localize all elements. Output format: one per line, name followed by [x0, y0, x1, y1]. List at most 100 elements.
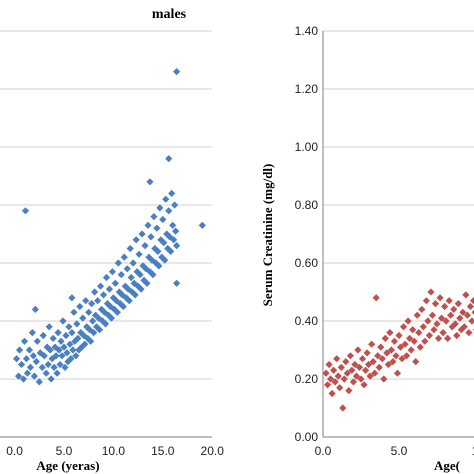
data-point: [460, 323, 468, 331]
data-point: [456, 314, 464, 322]
data-point: [63, 349, 71, 357]
data-point: [72, 352, 80, 360]
data-point: [340, 375, 348, 383]
data-point: [342, 358, 350, 366]
data-point: [95, 326, 104, 334]
data-point: [70, 308, 78, 316]
data-point: [42, 369, 50, 377]
data-point: [126, 244, 134, 253]
data-point: [101, 320, 110, 328]
data-point: [406, 334, 414, 342]
data-point: [463, 311, 471, 319]
data-point: [17, 360, 26, 369]
data-point: [396, 343, 405, 351]
data-point: [31, 305, 39, 313]
data-point: [138, 230, 146, 238]
data-point: [433, 320, 441, 328]
data-point: [100, 308, 109, 316]
data-point: [88, 300, 96, 308]
data-point: [393, 369, 402, 377]
data-point: [131, 291, 139, 299]
data-point: [29, 352, 37, 360]
data-point: [57, 337, 65, 345]
data-point: [378, 355, 386, 363]
data-point: [105, 285, 114, 293]
data-point: [148, 256, 156, 264]
data-point: [69, 346, 77, 354]
data-point: [410, 337, 418, 345]
data-point: [66, 340, 74, 348]
data-point: [19, 375, 28, 383]
data-point: [97, 305, 106, 313]
data-point: [124, 285, 132, 293]
left-x-axis-label: Age (yeras): [36, 458, 99, 473]
data-point: [418, 305, 426, 313]
data-point: [142, 265, 150, 273]
data-point: [325, 360, 333, 369]
data-point: [81, 340, 89, 348]
data-point: [403, 352, 411, 360]
data-point: [444, 334, 452, 342]
right-y-tick-labels: 0.00 0.20 0.40 0.60 0.80 1.00 1.20 1.40: [295, 24, 319, 444]
data-point: [150, 213, 158, 221]
data-point: [28, 329, 36, 337]
data-point: [119, 302, 127, 311]
data-point: [103, 300, 112, 308]
data-point: [424, 317, 432, 325]
data-point: [453, 331, 461, 340]
data-point: [363, 349, 371, 357]
x-tick-label: 0.0: [315, 444, 332, 458]
data-point: [459, 308, 467, 316]
data-point: [132, 236, 140, 244]
data-point: [114, 259, 122, 267]
data-point: [60, 343, 68, 351]
y-tick-label: 1.00: [295, 140, 319, 154]
data-point: [21, 207, 30, 215]
data-point: [143, 279, 151, 287]
data-point: [404, 317, 412, 325]
data-point: [170, 236, 178, 244]
data-point: [113, 308, 121, 316]
data-point: [422, 297, 430, 305]
data-point: [427, 288, 435, 296]
data-point: [109, 294, 117, 302]
data-point: [437, 314, 446, 322]
data-point: [377, 343, 385, 351]
data-point: [328, 389, 336, 398]
data-point: [146, 178, 154, 186]
data-point: [64, 358, 72, 366]
data-point: [33, 337, 41, 345]
data-point: [395, 331, 403, 340]
data-point: [348, 366, 356, 374]
right-x-tick-labels: 0.0 5.0 1: [315, 444, 474, 458]
data-point: [47, 375, 55, 383]
data-point: [85, 308, 93, 316]
data-point: [358, 355, 367, 363]
left-x-tick-labels: 0.0 5.0 10.0 15.0 20.0: [6, 444, 224, 458]
data-point: [155, 262, 163, 270]
data-point: [366, 372, 374, 380]
data-point: [165, 155, 173, 163]
data-point: [428, 311, 437, 319]
data-point: [73, 320, 81, 328]
y-tick-label: 0.60: [295, 256, 319, 270]
data-point: [161, 256, 169, 264]
data-point: [413, 311, 421, 319]
data-point: [118, 291, 126, 299]
data-point: [331, 378, 339, 386]
data-point: [111, 279, 119, 287]
data-point: [129, 259, 137, 267]
data-point: [384, 360, 392, 369]
data-point: [112, 297, 120, 305]
data-point: [436, 294, 444, 302]
data-point: [383, 349, 391, 357]
data-point: [55, 346, 63, 354]
right-y-axis-label: Serum Creatinine (mg/dl): [260, 164, 275, 307]
data-point: [336, 384, 344, 392]
data-point: [168, 189, 176, 197]
data-point: [471, 309, 474, 315]
data-point: [49, 334, 57, 342]
y-tick-label: 1.40: [295, 24, 319, 38]
data-point: [53, 369, 61, 377]
data-point: [198, 221, 206, 229]
